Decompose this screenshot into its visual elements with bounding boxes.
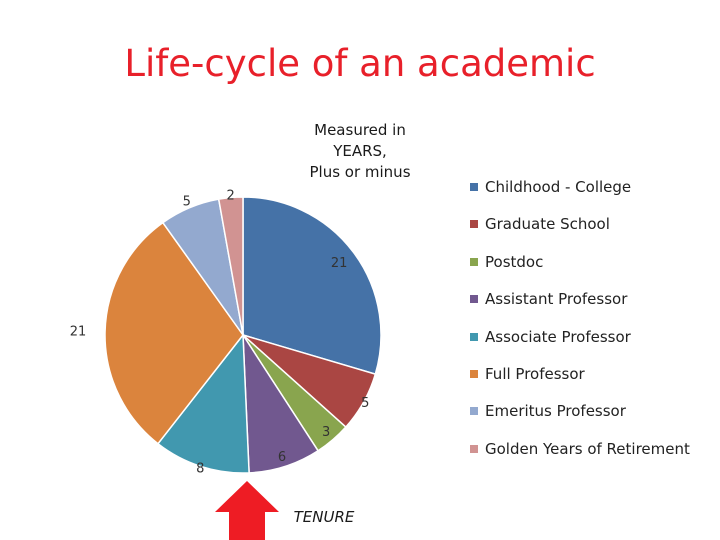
data-label-associate-professor: 8: [196, 461, 204, 476]
data-label-golden-years-of-retirement: 2: [226, 189, 234, 204]
data-label-emeritus-professor: 5: [183, 194, 191, 209]
data-label-childhood-college: 21: [331, 256, 348, 271]
legend-item-assistant-professor: Assistant Professor: [470, 290, 690, 327]
legend-swatch-graduate-school: [470, 220, 478, 229]
legend-item-full-professor: Full Professor: [470, 365, 690, 402]
legend-swatch-postdoc: [470, 257, 478, 266]
legend-label-postdoc: Postdoc: [485, 252, 544, 271]
legend-swatch-emeritus-professor: [470, 407, 478, 416]
legend-label-emeritus-professor: Emeritus Professor: [485, 402, 626, 421]
pie-slice-childhood-college: [242, 196, 382, 376]
data-label-postdoc: 3: [322, 425, 330, 440]
tenure-annotation: TENURE: [293, 508, 355, 526]
chart-legend: Childhood - College Graduate School Postdo…: [470, 178, 690, 477]
data-label-graduate-school: 5: [361, 396, 369, 411]
legend-item-golden-years-of-retirement: Golden Years of Retirement: [470, 440, 690, 477]
legend-label-golden-years-of-retirement: Golden Years of Retirement: [485, 439, 690, 458]
pie-slice-associate-professor: [156, 332, 250, 474]
legend-item-childhood-college: Childhood - College: [470, 178, 690, 215]
legend-swatch-golden-years-of-retirement: [470, 444, 478, 453]
legend-item-emeritus-professor: Emeritus Professor: [470, 402, 690, 439]
legend-label-full-professor: Full Professor: [485, 364, 585, 383]
legend-item-postdoc: Postdoc: [470, 253, 690, 290]
legend-swatch-full-professor: [470, 369, 478, 378]
legend-swatch-associate-professor: [470, 332, 478, 341]
legend-item-associate-professor: Associate Professor: [470, 328, 690, 365]
legend-label-childhood-college: Childhood - College: [485, 178, 632, 196]
tenure-arrow-icon: [215, 481, 279, 540]
chart-title: Life-cycle of an academic: [124, 42, 596, 85]
data-label-assistant-professor: 6: [278, 450, 286, 465]
chart-subtitle: Measured in YEARS, Plus or minus: [290, 120, 430, 183]
subtitle-line-2: YEARS,: [333, 142, 387, 160]
subtitle-line-1: Measured in: [314, 121, 406, 139]
legend-swatch-childhood-college: [470, 183, 478, 191]
legend-swatch-assistant-professor: [470, 295, 478, 304]
legend-label-graduate-school: Graduate School: [485, 215, 610, 234]
legend-label-assistant-professor: Assistant Professor: [485, 290, 628, 309]
pie-slices: [104, 196, 382, 474]
pie-data-labels: 21 5 3 6 8 21 5 2: [70, 189, 370, 477]
pie-slice-full-professor: [104, 221, 244, 445]
data-label-full-professor: 21: [70, 324, 87, 339]
legend-item-graduate-school: Graduate School: [470, 215, 690, 252]
legend-label-associate-professor: Associate Professor: [485, 327, 631, 346]
subtitle-line-3: Plus or minus: [309, 163, 411, 181]
pie-slice-golden-years-of-retirement: [217, 196, 244, 336]
